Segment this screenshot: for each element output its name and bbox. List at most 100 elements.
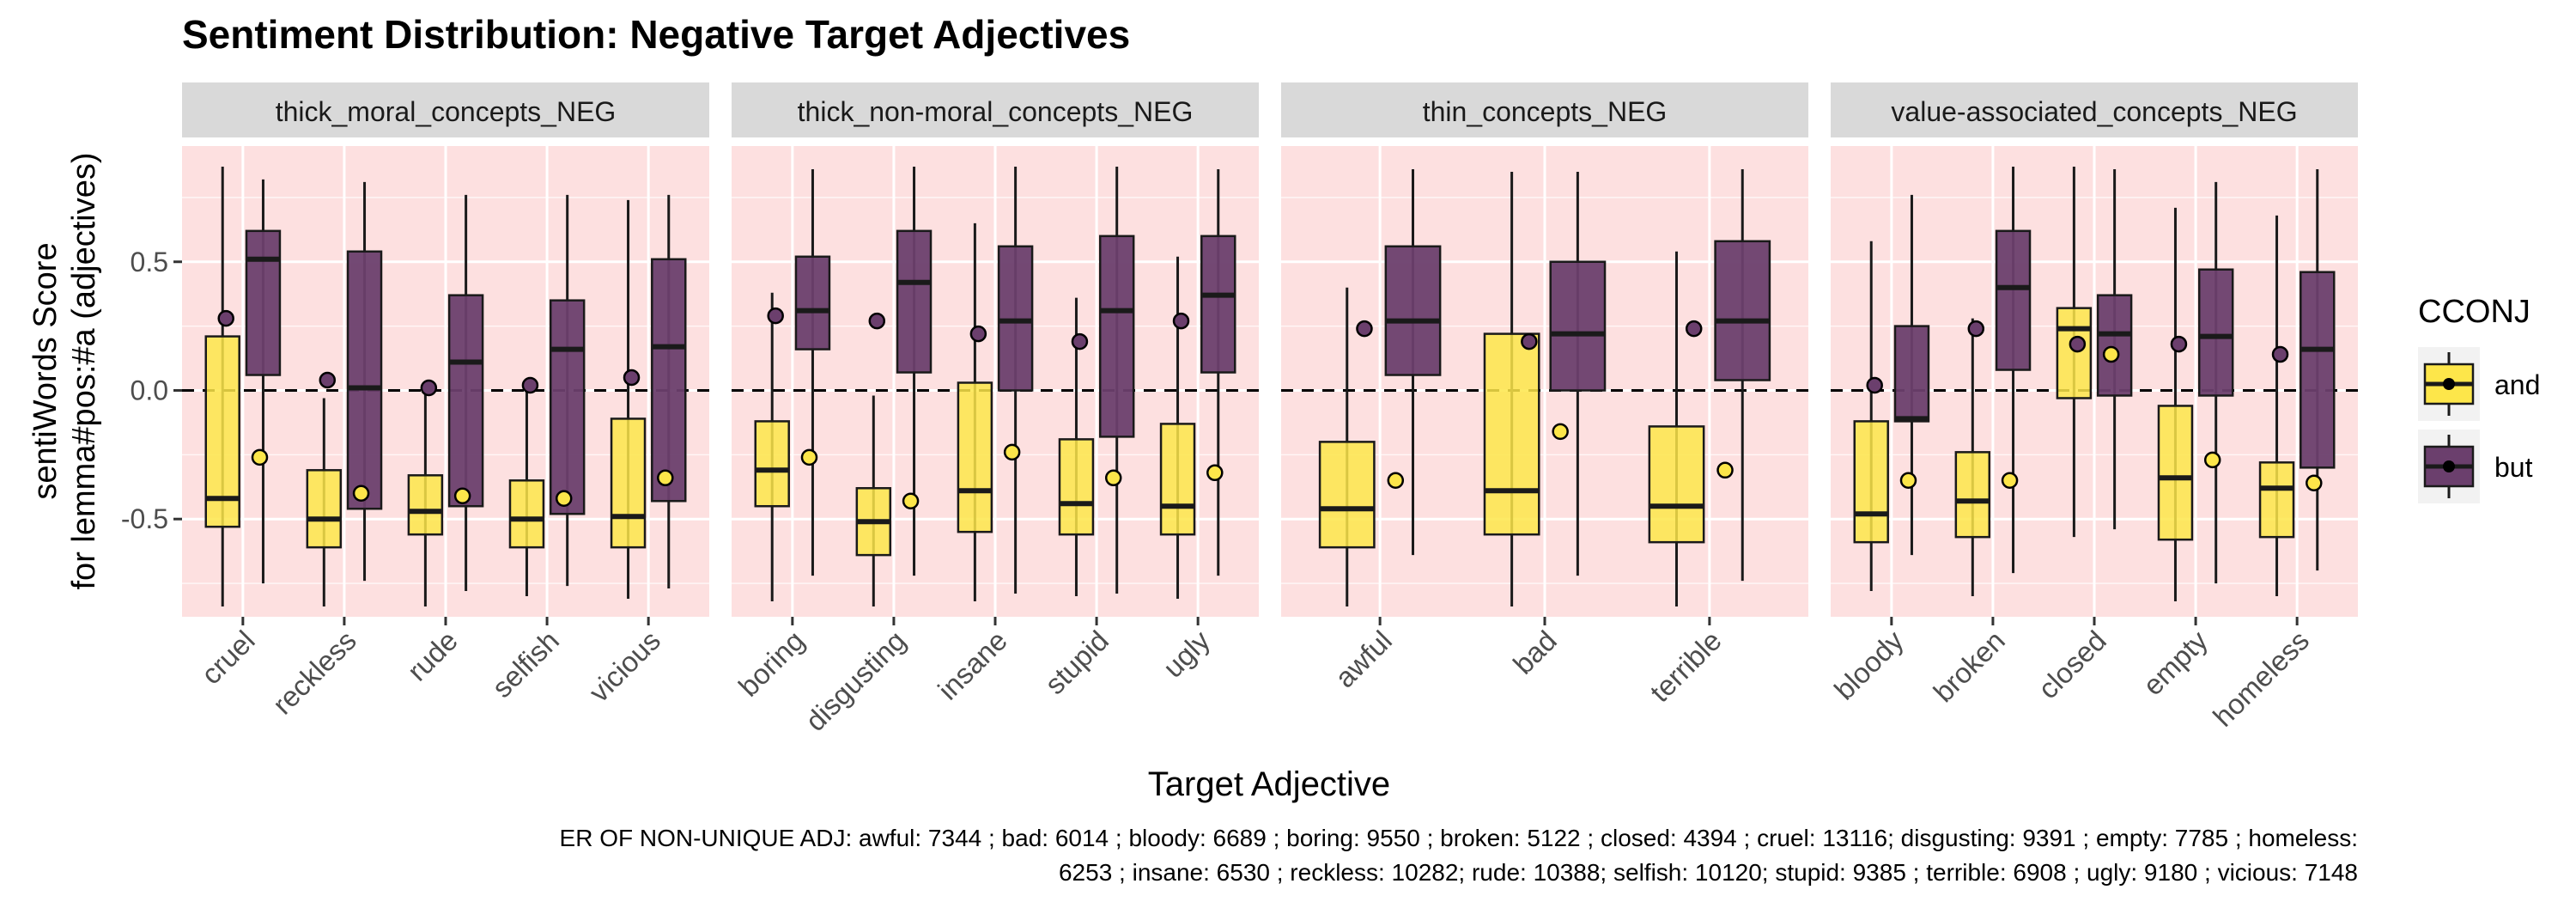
mean-point-rude-but — [420, 379, 438, 397]
panel-strip — [182, 82, 709, 137]
x-tick-label-reckless: reckless — [266, 625, 362, 721]
panel-strip — [1281, 82, 1808, 137]
y-tick-label: 0.0 — [131, 375, 168, 405]
box-reckless-but — [346, 181, 383, 582]
box — [204, 335, 240, 528]
mean-point-bad-but — [1521, 332, 1538, 350]
box-cruel-and — [204, 166, 240, 607]
x-tick-label-broken: broken — [1927, 625, 2011, 709]
legend-title: CCONJ — [2418, 294, 2530, 330]
mean-point-terrible-but — [1685, 320, 1703, 338]
x-tick-label-bad: bad — [1507, 625, 1563, 680]
box-empty-and — [2157, 207, 2194, 602]
legend-label-but: but — [2494, 452, 2533, 483]
box-bad-and — [1483, 171, 1540, 607]
mean-point-reckless-but — [319, 371, 337, 389]
x-tick-label-closed: closed — [2032, 625, 2112, 705]
mean-point-disgusting-and — [902, 492, 920, 509]
mean-point-cruel-and — [251, 448, 269, 466]
box — [2300, 271, 2336, 469]
x-tick-label-bloody: bloody — [1828, 624, 1910, 705]
box-selfish-but — [549, 194, 586, 587]
box-homeless-but — [2300, 168, 2336, 571]
box — [1058, 438, 1095, 536]
box-closed-but — [2096, 168, 2133, 530]
x-tick-label-boring: boring — [732, 625, 811, 703]
x-tick-label-empty: empty — [2136, 624, 2214, 701]
box — [1648, 425, 1705, 544]
mean-point-broken-and — [2001, 472, 2019, 490]
box-cruel-but — [245, 179, 282, 584]
panel-strip-label: thick_non-moral_concepts_NEG — [798, 96, 1194, 127]
mean-point-disgusting-but — [868, 312, 886, 330]
mean-point-vicious-and — [657, 469, 674, 487]
legend-key-point — [2443, 460, 2455, 472]
box — [2157, 405, 2194, 541]
mean-point-bloody-but — [1866, 376, 1883, 394]
box-vicious-but — [651, 194, 687, 589]
box-empty-but — [2197, 181, 2234, 584]
panel-strip — [732, 82, 1259, 137]
box — [794, 255, 831, 350]
box — [610, 417, 647, 549]
box — [1954, 451, 1991, 539]
box — [896, 229, 933, 374]
box — [1200, 235, 1236, 374]
chart-title: Sentiment Distribution: Negative Target … — [182, 12, 1130, 57]
x-tick-label-stupid: stupid — [1039, 625, 1115, 700]
box-stupid-but — [1098, 166, 1135, 594]
box — [957, 381, 993, 533]
x-tick-label-vicious: vicious — [583, 625, 666, 708]
mean-point-bloody-and — [1899, 472, 1917, 490]
mean-point-ugly-but — [1172, 312, 1190, 330]
box-boring-and — [754, 292, 790, 602]
box-terrible-and — [1648, 251, 1705, 607]
box — [1714, 240, 1771, 381]
caption-line2: 6253 ; insane: 6530 ; reckless: 10282; r… — [1059, 859, 2358, 886]
y-tick-label: 0.5 — [131, 247, 168, 277]
box-broken-and — [1954, 318, 1991, 597]
x-tick-label-homeless: homeless — [2207, 625, 2315, 733]
mean-point-empty-and — [2203, 451, 2221, 469]
box — [2197, 268, 2234, 397]
legend-key-point — [2443, 378, 2455, 390]
box-homeless-and — [2258, 215, 2295, 597]
box — [1995, 229, 2032, 371]
box-broken-but — [1995, 166, 2032, 574]
panel-strip-label: thick_moral_concepts_NEG — [276, 96, 617, 127]
panel-strip — [1831, 82, 2358, 137]
mean-point-cruel-but — [217, 309, 234, 327]
box — [2258, 461, 2295, 539]
mean-point-insane-but — [969, 325, 987, 343]
mean-point-broken-but — [1967, 320, 1985, 338]
mean-point-selfish-and — [555, 490, 573, 508]
box-awful-but — [1384, 168, 1442, 556]
mean-point-stupid-and — [1104, 469, 1122, 487]
mean-point-terrible-and — [1716, 461, 1734, 479]
x-tick-label-rude: rude — [401, 625, 464, 687]
mean-point-homeless-but — [2271, 345, 2289, 363]
box — [306, 469, 343, 549]
x-tick-label-insane: insane — [932, 625, 1013, 706]
box-bloody-and — [1853, 241, 1889, 592]
x-tick-label-selfish: selfish — [486, 625, 565, 704]
mean-point-awful-but — [1356, 320, 1373, 338]
box-ugly-but — [1200, 168, 1236, 576]
x-tick-label-ugly: ugly — [1157, 624, 1216, 683]
box — [447, 294, 484, 508]
box-ugly-and — [1159, 256, 1196, 600]
box — [1098, 235, 1135, 438]
x-tick-label-cruel: cruel — [195, 625, 261, 691]
panel-strip-label: thin_concepts_NEG — [1423, 96, 1668, 127]
mean-point-closed-and — [2102, 345, 2120, 363]
y-axis: -0.5 0.0 0.5 — [121, 247, 182, 534]
box — [407, 474, 444, 536]
box — [1549, 260, 1607, 392]
panel-thick_non-moral_concepts_NEG: thick_non-moral_concepts_NEGboringdisgus… — [732, 82, 1259, 737]
box-closed-and — [2056, 166, 2093, 538]
box-rude-and — [407, 390, 444, 607]
box — [1159, 423, 1196, 536]
